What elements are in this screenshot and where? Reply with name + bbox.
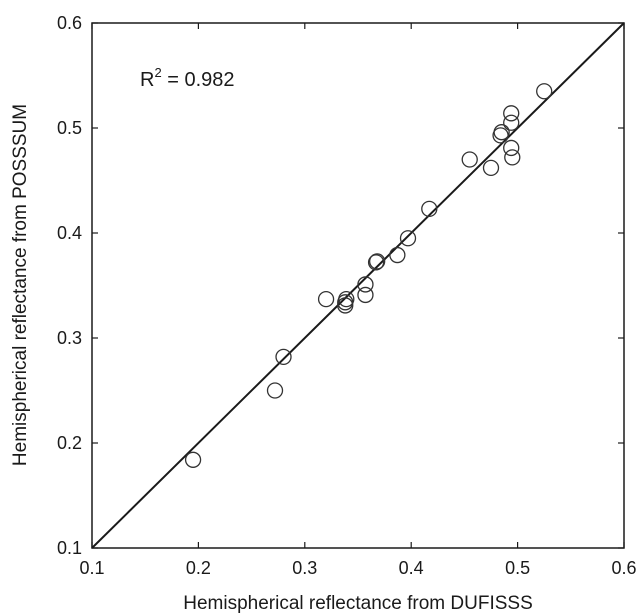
y-tick-label: 0.5 — [57, 118, 82, 138]
x-tick-label: 0.5 — [505, 558, 530, 578]
r-squared-superscript: 2 — [154, 65, 161, 80]
y-tick-label: 0.2 — [57, 433, 82, 453]
y-tick-label: 0.1 — [57, 538, 82, 558]
x-tick-label: 0.6 — [611, 558, 636, 578]
x-tick-label: 0.3 — [292, 558, 317, 578]
x-tick-label: 0.4 — [399, 558, 424, 578]
r-squared-value: = 0.982 — [162, 69, 235, 91]
x-tick-label: 0.1 — [79, 558, 104, 578]
x-axis-label: Hemispherical reflectance from DUFISSS — [183, 593, 533, 614]
y-tick-label: 0.3 — [57, 328, 82, 348]
r-squared-base: R — [140, 69, 154, 91]
y-tick-label: 0.6 — [57, 13, 82, 33]
y-axis-label: Hemispherical reflectance from POSSSUM — [10, 104, 31, 466]
x-tick-label: 0.2 — [186, 558, 211, 578]
r-squared-annotation: R2 = 0.982 — [140, 65, 235, 91]
y-tick-label: 0.4 — [57, 223, 82, 243]
